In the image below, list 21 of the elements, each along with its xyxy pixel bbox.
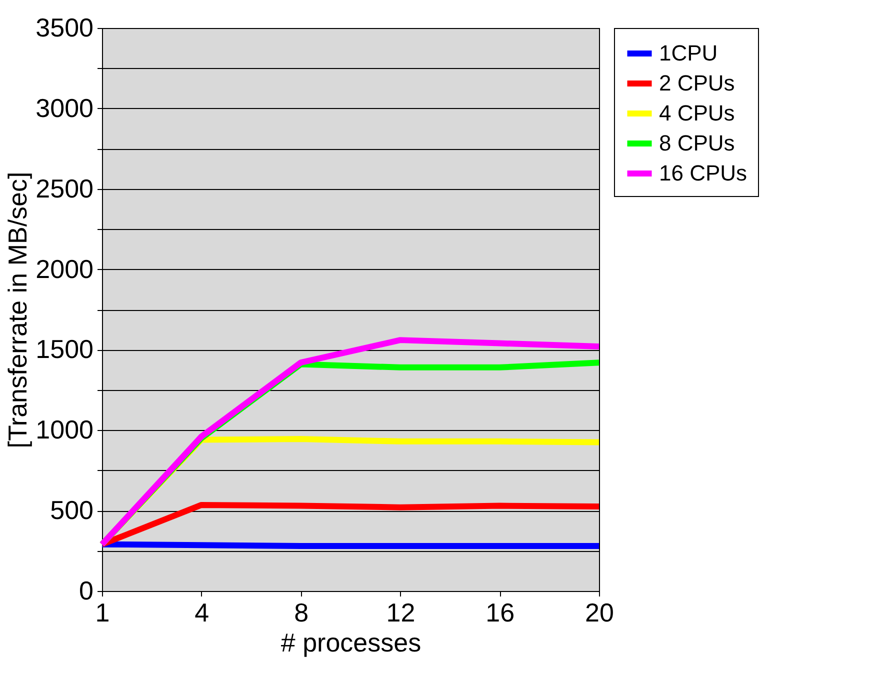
x-tick-label: 8: [294, 598, 309, 628]
y-axis-title: [Transferrate in MB/sec]: [2, 172, 33, 448]
y-tick-label: 500: [50, 495, 94, 526]
x-tick-label: 20: [585, 598, 614, 628]
y-tick-label: 1500: [36, 334, 94, 364]
y-tick-label: 2500: [36, 173, 94, 204]
y-tick-label: 3500: [36, 12, 94, 42]
legend-label: 8 CPUs: [659, 130, 735, 156]
legend-label: 2 CPUs: [659, 70, 735, 96]
legend-label: 4 CPUs: [659, 100, 735, 126]
legend-label: 1CPU: [659, 40, 718, 66]
x-tick-label: 4: [194, 598, 210, 628]
y-tick-label: 0: [79, 576, 94, 606]
x-tick-label: 12: [386, 598, 416, 628]
y-tick-label: 1000: [36, 414, 94, 445]
x-axis-title: # processes: [280, 628, 422, 658]
y-tick-label: 3000: [36, 92, 94, 123]
x-tick-label: 1: [95, 598, 110, 628]
x-tick-label: 16: [486, 598, 515, 628]
legend-label: 16 CPUs: [659, 160, 748, 186]
y-tick-label: 2000: [36, 254, 94, 284]
